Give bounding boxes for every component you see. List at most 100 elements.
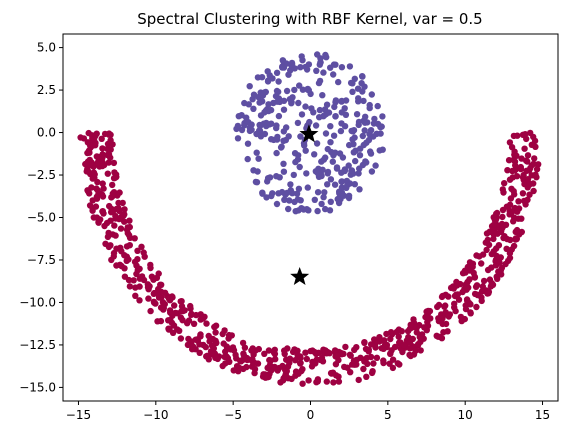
cluster-0-point: [361, 127, 368, 134]
cluster-1-point: [478, 297, 485, 305]
cluster-1-point: [92, 203, 100, 210]
cluster-0-point: [331, 181, 339, 188]
y-tick-label: 5.0: [37, 41, 56, 55]
cluster-1-point: [483, 246, 490, 254]
cluster-1-point: [530, 187, 537, 195]
cluster-0-point: [273, 69, 281, 77]
cluster-1-point: [323, 378, 330, 385]
cluster-0-point: [275, 78, 282, 85]
cluster-0-point: [294, 156, 302, 163]
cluster-1-point: [294, 352, 301, 359]
cluster-1-point: [355, 376, 362, 384]
cluster-1-point: [144, 284, 152, 291]
cluster-1-point: [224, 344, 231, 352]
cluster-1-point: [249, 345, 256, 352]
cluster-0-point: [353, 111, 361, 118]
cluster-1-point: [510, 156, 517, 164]
cluster-1-point: [503, 245, 510, 252]
cluster-1-point: [454, 291, 461, 298]
cluster-0-point: [326, 207, 334, 214]
cluster-0-point: [264, 78, 272, 85]
cluster-1-point: [330, 379, 337, 386]
cluster-0-point: [313, 140, 321, 147]
y-tick-label: −2.5: [27, 168, 56, 182]
cluster-1-point: [112, 212, 119, 220]
cluster-0-point: [278, 143, 285, 150]
cluster-0-point: [244, 155, 251, 163]
cluster-0-point: [273, 124, 280, 132]
cluster-1-point: [442, 302, 449, 309]
cluster-1-point: [161, 289, 169, 296]
cluster-0-point: [350, 141, 357, 148]
cluster-1-point: [507, 195, 515, 202]
cluster-1-point: [496, 259, 503, 266]
cluster-1-point: [485, 288, 493, 296]
cluster-1-point: [121, 218, 128, 225]
cluster-0-point: [255, 155, 262, 162]
cluster-1-point: [113, 262, 120, 269]
cluster-1-point: [497, 228, 505, 235]
cluster-1-point: [484, 236, 491, 244]
cluster-1-point: [100, 185, 107, 192]
cluster-1-point: [524, 196, 531, 203]
cluster-1-point: [518, 155, 525, 162]
cluster-1-point: [241, 344, 249, 351]
cluster-1-point: [526, 191, 533, 198]
cluster-1-point: [203, 320, 210, 327]
cluster-1-point: [111, 222, 118, 229]
cluster-1-point: [99, 151, 106, 158]
cluster-0-point: [338, 97, 345, 105]
cluster-1-point: [101, 222, 108, 230]
cluster-1-point: [84, 187, 91, 194]
cluster-0-point: [250, 91, 258, 98]
cluster-1-point: [99, 208, 107, 215]
cluster-0-point: [377, 123, 384, 131]
x-tick-label: 15: [535, 408, 550, 422]
cluster-0-point: [290, 171, 297, 179]
cluster-0-point: [339, 154, 347, 161]
cluster-0-point: [275, 112, 283, 120]
cluster-1-point: [462, 269, 469, 276]
cluster-1-point: [281, 373, 289, 380]
cluster-1-point: [383, 330, 390, 338]
cluster-1-point: [90, 214, 98, 221]
cluster-1-point: [120, 212, 127, 219]
cluster-0-point: [285, 133, 292, 140]
cluster-1-point: [495, 268, 502, 275]
cluster-0-point: [256, 99, 263, 106]
cluster-0-point: [379, 113, 386, 120]
cluster-1-point: [457, 313, 465, 321]
cluster-1-point: [157, 304, 165, 311]
cluster-1-point: [527, 129, 534, 137]
cluster-1-point: [107, 131, 114, 138]
cluster-0-point: [295, 185, 303, 192]
cluster-1-point: [332, 372, 340, 379]
cluster-1-point: [341, 363, 348, 371]
cluster-1-point: [211, 323, 218, 331]
cluster-1-point: [271, 350, 279, 358]
cluster-1-point: [506, 254, 514, 262]
cluster-0-point: [327, 123, 334, 130]
x-tick-label: 0: [307, 408, 315, 422]
cluster-1-point: [493, 252, 500, 260]
cluster-1-point: [109, 181, 116, 189]
cluster-0-point: [329, 158, 336, 165]
cluster-0-point: [295, 99, 302, 107]
cluster-1-point: [512, 236, 519, 243]
cluster-1-point: [406, 345, 414, 352]
y-tick-label: −5.0: [27, 211, 56, 225]
cluster-0-point: [324, 168, 332, 176]
cluster-1-point: [361, 339, 368, 346]
cluster-0-point: [258, 74, 266, 81]
cluster-0-point: [366, 101, 373, 109]
cluster-0-point: [351, 181, 358, 188]
cluster-0-point: [359, 132, 366, 140]
cluster-1-point: [467, 310, 474, 317]
cluster-1-point: [277, 379, 284, 386]
cluster-1-point: [286, 359, 293, 367]
cluster-1-point: [350, 357, 358, 364]
cluster-0-point: [335, 78, 342, 86]
cluster-0-point: [327, 176, 335, 183]
centroid-star: [299, 124, 319, 143]
cluster-1-point: [372, 344, 379, 351]
